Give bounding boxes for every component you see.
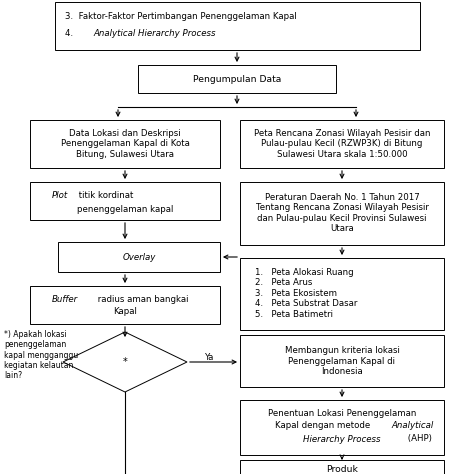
- Bar: [240, 258, 444, 330]
- Text: *: *: [123, 357, 128, 367]
- Text: 4.: 4.: [65, 28, 79, 37]
- Bar: [138, 65, 336, 93]
- Text: Buffer: Buffer: [52, 294, 78, 303]
- Text: Membangun kriteria lokasi
Penenggelaman Kapal di
Indonesia: Membangun kriteria lokasi Penenggelaman …: [284, 346, 400, 376]
- Bar: [240, 400, 444, 455]
- Text: Data Lokasi dan Deskripsi
Penenggelaman Kapal di Kota
Bitung, Sulawesi Utara: Data Lokasi dan Deskripsi Penenggelaman …: [61, 129, 190, 159]
- Text: Produk: Produk: [326, 465, 358, 474]
- Text: 1.   Peta Alokasi Ruang
2.   Peta Arus
3.   Peta Ekosistem
4.   Peta Substrat Da: 1. Peta Alokasi Ruang 2. Peta Arus 3. Pe…: [255, 268, 357, 319]
- Bar: [240, 120, 444, 168]
- Text: Hierarchy Process: Hierarchy Process: [303, 435, 381, 444]
- Text: Peraturan Daerah No. 1 Tahun 2017
Tentang Rencana Zonasi Wilayah Pesisir
dan Pul: Peraturan Daerah No. 1 Tahun 2017 Tentan…: [255, 193, 428, 233]
- Bar: [58, 242, 220, 272]
- Text: Plot: Plot: [52, 191, 68, 201]
- Text: (AHP): (AHP): [405, 435, 432, 444]
- Text: 3.  Faktor-Faktor Pertimbangan Penenggelaman Kapal: 3. Faktor-Faktor Pertimbangan Penenggela…: [65, 11, 297, 20]
- Text: radius aman bangkai: radius aman bangkai: [95, 294, 189, 303]
- Bar: [30, 182, 220, 220]
- Text: Kapal: Kapal: [113, 308, 137, 317]
- Bar: [240, 460, 444, 474]
- Text: *) Apakah lokasi
penenggelaman
kapal mengganggu
kegiatan kelautan
lain?: *) Apakah lokasi penenggelaman kapal men…: [4, 330, 78, 380]
- Text: Ya: Ya: [205, 353, 214, 362]
- Text: Penentuan Lokasi Penenggelaman: Penentuan Lokasi Penenggelaman: [268, 409, 416, 418]
- Bar: [55, 2, 420, 50]
- Text: Analytical Hierarchy Process: Analytical Hierarchy Process: [93, 28, 216, 37]
- Bar: [240, 335, 444, 387]
- Bar: [30, 286, 220, 324]
- Text: Kapal dengan metode: Kapal dengan metode: [275, 421, 373, 430]
- Text: penenggelaman kapal: penenggelaman kapal: [77, 204, 173, 213]
- Bar: [240, 182, 444, 245]
- Text: Overlay: Overlay: [122, 253, 155, 262]
- Text: Peta Rencana Zonasi Wilayah Pesisir dan
Pulau-pulau Kecil (RZWP3K) di Bitung
Sul: Peta Rencana Zonasi Wilayah Pesisir dan …: [254, 129, 430, 159]
- Text: Pengumpulan Data: Pengumpulan Data: [193, 74, 281, 83]
- Text: Analytical: Analytical: [391, 421, 433, 430]
- Text: titik kordinat: titik kordinat: [76, 191, 133, 201]
- Bar: [30, 120, 220, 168]
- Polygon shape: [63, 332, 187, 392]
